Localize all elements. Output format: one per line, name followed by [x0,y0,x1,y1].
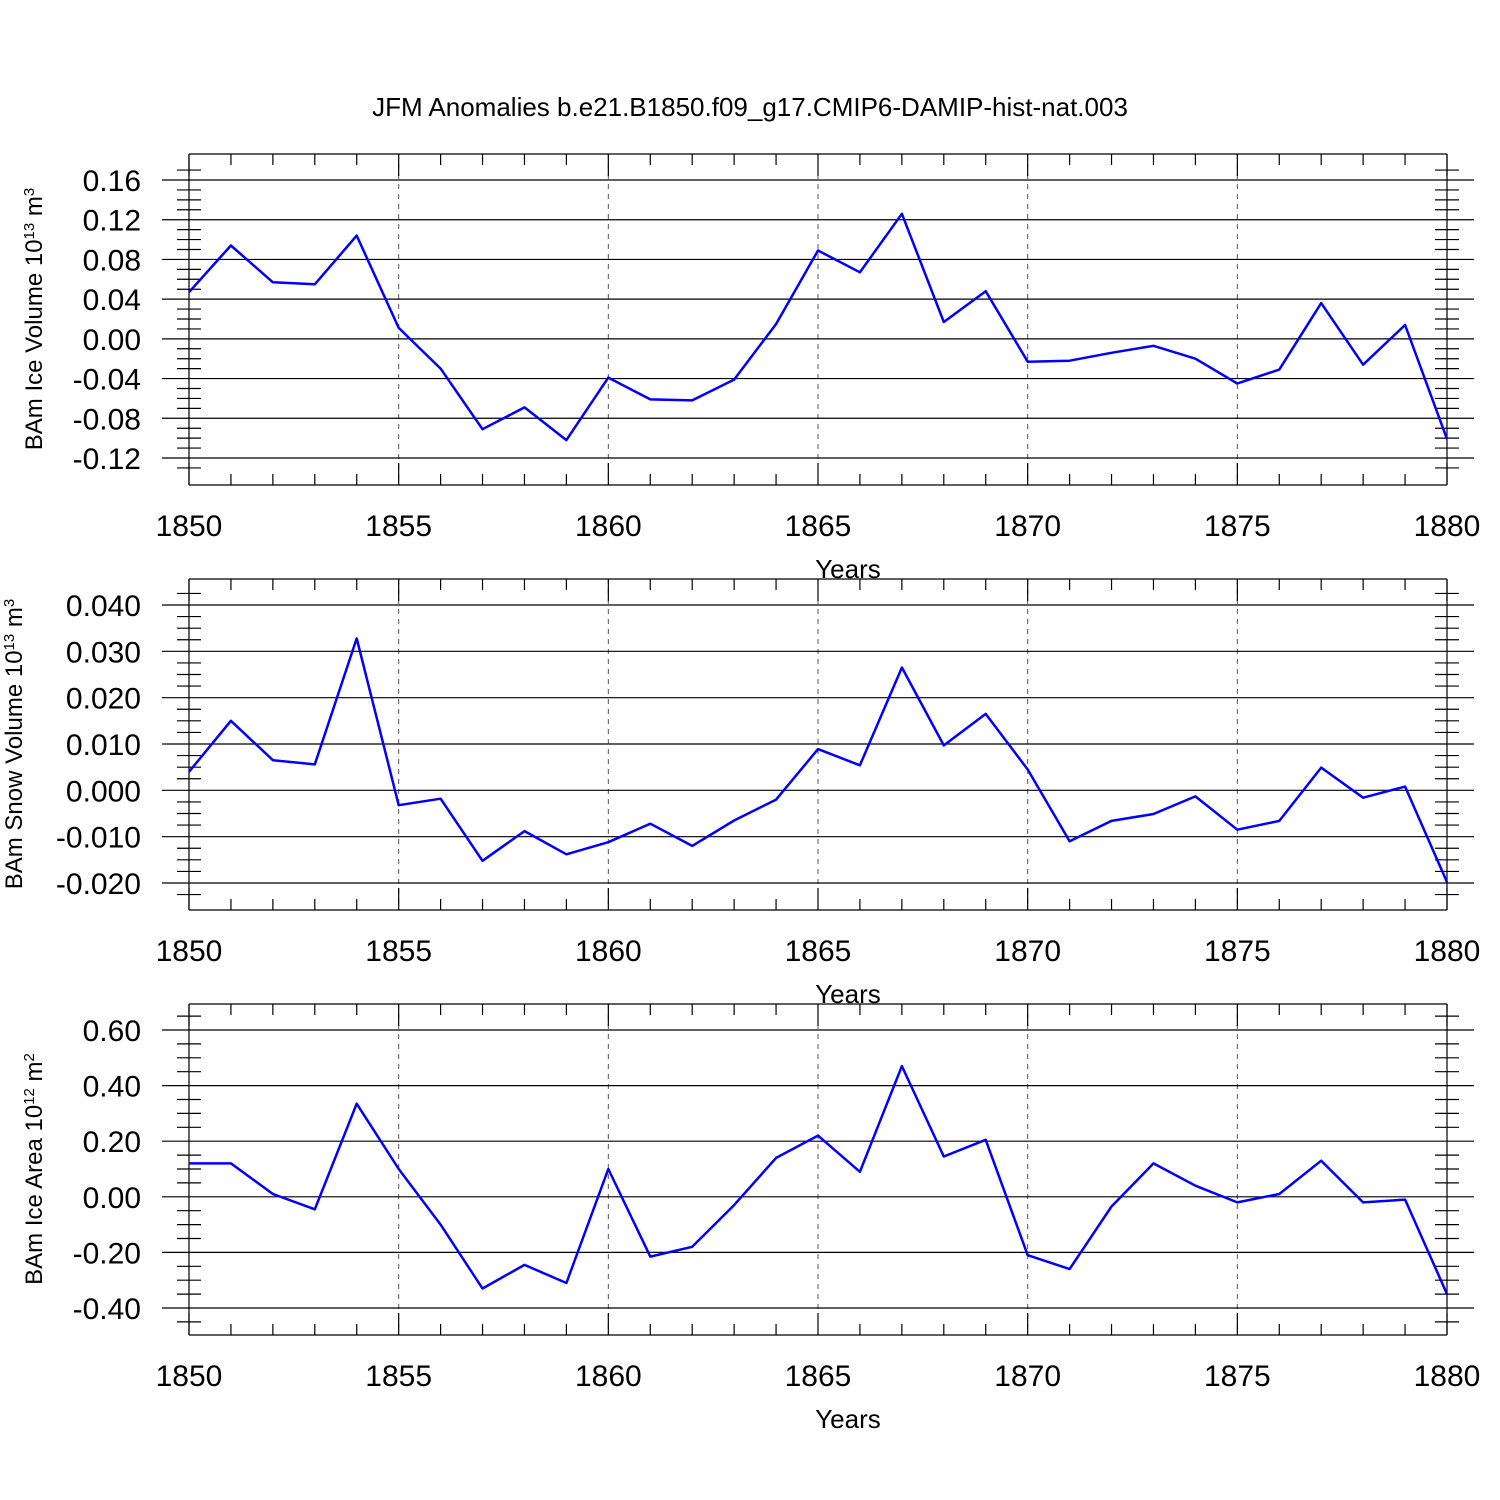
y-tick-label: 0.040 [66,590,141,623]
x-tick-label: 1850 [156,1360,223,1393]
y-tick-label: 0.020 [66,683,141,716]
y-tick-label: -0.08 [73,403,141,436]
x-tick-label: 1880 [1414,935,1481,968]
x-tick-label: 1850 [156,510,223,543]
y-tick-label: -0.010 [56,822,141,855]
x-tick-label: 1855 [365,935,432,968]
y-tick-label: -0.04 [73,364,141,397]
y-axis-label-part: m [1,607,28,634]
series-line [188,637,1449,883]
y-tick-label: -0.12 [73,443,141,476]
y-tick-label: 0.00 [83,1182,141,1215]
x-tick-label: 1860 [575,510,642,543]
y-tick-label: 0.00 [83,324,141,357]
x-tick-label: 1875 [1204,1360,1271,1393]
y-tick-label: -0.020 [56,868,141,901]
y-tick-label: 0.000 [66,775,141,808]
y-axis-label-superscript: 3 [1,599,18,607]
x-tick-label: 1870 [994,935,1061,968]
x-tick-label: 1860 [575,935,642,968]
panel-3: 1850 1855 1860 1865 1870 1875 1880 Years 0.60 0.4… [21,1003,1481,1434]
y-axis-label-superscript: 12 [21,1088,38,1105]
y-tick-label: 0.16 [83,165,141,198]
x-tick-label: 1870 [994,510,1061,543]
panel-2: 1850 1855 1860 1865 1870 1875 1880Years0.0400.… [1,578,1481,1009]
y-tick-label: 0.08 [83,244,141,277]
x-tick-label: 1860 [575,1360,642,1393]
y-tick-label: -0.40 [73,1293,141,1326]
x-tick-label: 1870 [994,1360,1061,1393]
x-tick-label: 1875 [1204,510,1271,543]
y-tick-label: -0.20 [73,1237,141,1270]
y-axis-label-part: BAm Snow Volume 10 [1,650,28,889]
y-tick-label: 0.12 [83,205,141,238]
x-tick-label: 1855 [365,1360,432,1393]
x-tick-label: 1865 [785,1360,852,1393]
y-tick-label: 0.20 [83,1126,141,1159]
series-line [188,212,1449,442]
y-axis-label-part: BAm Ice Volume 10 [21,239,48,450]
x-tick-label: 1875 [1204,935,1271,968]
y-axis-label: BAm Ice Area 1012 m2 [21,1053,49,1285]
y-tick-label: 0.030 [66,636,141,669]
y-tick-label: 0.60 [83,1015,141,1048]
x-tick-label: 1880 [1414,510,1481,543]
x-tick-label: 1865 [785,935,852,968]
y-axis-label-superscript: 13 [21,223,38,240]
y-tick-label: 0.40 [83,1071,141,1104]
y-axis-label-superscript: 3 [21,188,38,196]
panels: 1850 1855 1860 1865 1870 1875 1880 Years 0.16 0.1… [1,153,1481,1434]
series-line [189,1064,1449,1295]
x-tick-label: 1855 [365,510,432,543]
y-axis-label-part: m [21,196,48,223]
x-tick-label: 1880 [1414,1360,1481,1393]
y-tick-label: 0.010 [66,729,141,762]
x-axis-label: Years [815,1404,881,1434]
y-axis-label-part: BAm Ice Area 10 [21,1105,48,1285]
y-tick-label: 0.04 [83,284,141,317]
y-axis-label-superscript: 13 [1,634,18,651]
x-tick-label: 1865 [785,510,852,543]
x-tick-label: 1850 [156,935,223,968]
y-axis-label-superscript: 2 [21,1053,38,1061]
chart-title: JFM Anomalies b.e21.B1850.f09_g17.CMIP6-… [372,92,1128,122]
y-axis-label: BAm Snow Volume 1013 m3 [1,599,29,890]
panel-1: 1850 1855 1860 1865 1870 1875 1880Years0.160.1… [21,153,1481,584]
y-axis-label-part: m [21,1061,48,1088]
y-axis-label: BAm Ice Volume 1013 m3 [21,188,49,450]
